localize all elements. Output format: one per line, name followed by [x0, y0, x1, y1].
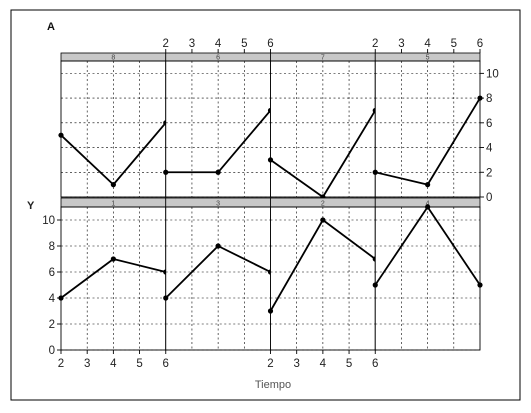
panel-7: 7	[267, 52, 378, 200]
x-tick-label: 3	[293, 358, 299, 370]
panel-2: 2	[267, 197, 378, 351]
x-tick-label: 4	[110, 358, 117, 370]
x-tick-label: 2	[58, 358, 64, 370]
x-tick-label: 3	[84, 358, 90, 370]
x-tick-label: 4	[424, 38, 431, 50]
panel-strip-label: 6	[216, 55, 220, 62]
panel-5: 5	[372, 52, 483, 198]
x-tick-label: 2	[267, 358, 273, 370]
x-axis-title: Tiempo	[255, 379, 291, 391]
x-axis-col-1: 2 3 4 5 6	[58, 350, 169, 370]
y-tick-label: 8	[486, 93, 492, 105]
x-tick-label: 4	[320, 358, 327, 370]
panel-strip-label: 2	[321, 201, 325, 208]
data-point	[110, 182, 116, 188]
x-tick-label: 2	[163, 38, 169, 50]
data-point	[425, 182, 431, 188]
panel-strip-label: 7	[321, 55, 325, 62]
x-axis-col-2: 2 3 4 5 6	[163, 38, 274, 53]
data-point	[110, 256, 116, 262]
x-tick-label: 6	[267, 38, 273, 50]
corner-label: A	[47, 21, 55, 33]
x-tick-label: 6	[477, 38, 483, 50]
y-tick-label: 0	[49, 345, 55, 357]
y-tick-label: 10	[486, 68, 499, 80]
panel-3: 3	[163, 197, 274, 351]
panel-strip-label: 4	[426, 201, 430, 208]
y-tick-label: 2	[486, 167, 492, 179]
y-tick-label: 4	[486, 143, 493, 155]
y-tick-label: 0	[486, 192, 492, 204]
y-tick-label: 6	[49, 267, 55, 279]
x-tick-label: 5	[241, 38, 247, 50]
data-point	[215, 243, 221, 249]
panel-4: 4	[372, 197, 483, 351]
y-axis-row-1: 0 2 4 6 8 10	[480, 68, 499, 204]
panel-strip-label: 8	[111, 55, 115, 62]
x-axis-col-4: 2 3 4 5 6	[372, 38, 483, 53]
y-axis-row-2: 0 2 4 6 8 10	[42, 215, 61, 357]
x-axis-col-3: 2 3 4 5 6	[267, 350, 378, 370]
y-tick-label: 2	[49, 319, 55, 331]
x-tick-label: 5	[136, 358, 142, 370]
x-tick-label: 6	[163, 358, 169, 370]
data-point	[215, 169, 221, 175]
x-tick-label: 5	[346, 358, 352, 370]
x-tick-label: 3	[398, 38, 404, 50]
x-tick-label: 2	[372, 38, 378, 50]
data-point	[320, 217, 326, 223]
x-tick-label: 3	[189, 38, 195, 50]
y-tick-label: 4	[49, 293, 56, 305]
x-tick-label: 5	[451, 38, 457, 50]
y-tick-label: 10	[42, 215, 55, 227]
y-tick-label: 8	[49, 241, 55, 253]
panel-frame	[374, 60, 481, 198]
panel-6: 6	[163, 52, 274, 198]
panel-frame	[374, 206, 481, 351]
panel-strip-label: 5	[426, 55, 430, 62]
x-tick-label: 6	[372, 358, 378, 370]
panel-strip-label: 3	[216, 201, 220, 208]
panel-1: 1	[58, 197, 169, 351]
x-tick-label: 4	[215, 38, 222, 50]
y-tick-label: 6	[486, 118, 492, 130]
y-axis-title: Y	[27, 200, 35, 212]
panel-strip-label: 1	[111, 201, 115, 208]
panels-layer: 8 6 7 5 1 3 2 4	[58, 52, 483, 351]
panel-8: 8	[58, 52, 169, 198]
